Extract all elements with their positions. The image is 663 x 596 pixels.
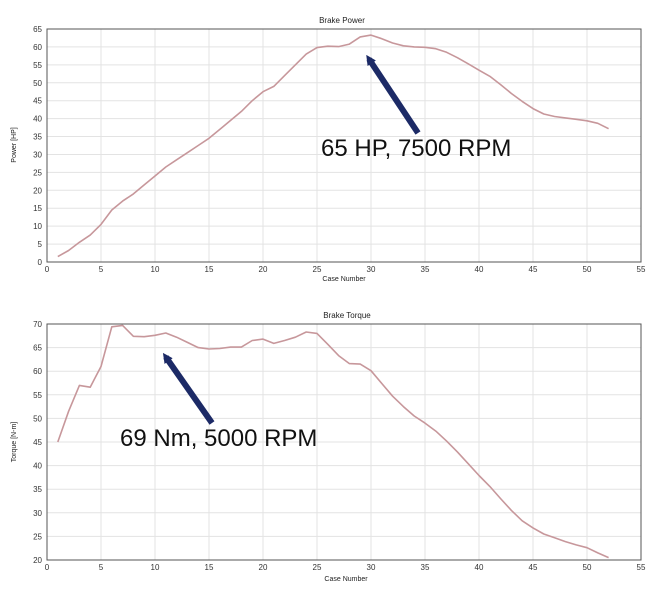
power-x-tick-label: 5 bbox=[99, 265, 104, 274]
power-y-tick-label: 50 bbox=[33, 79, 42, 88]
power-x-tick-label: 0 bbox=[45, 265, 50, 274]
torque-x-tick-label: 0 bbox=[45, 563, 50, 572]
torque-y-axis-label: Torque [N-m] bbox=[11, 422, 18, 463]
power-annotation-label: 65 HP, 7500 RPM bbox=[321, 135, 511, 162]
power-x-tick-label: 15 bbox=[205, 265, 214, 274]
torque-chart-title: Brake Torque bbox=[323, 311, 371, 320]
power-y-tick-label: 35 bbox=[33, 133, 42, 142]
power-plot-frame bbox=[46, 28, 642, 263]
torque-y-tick-label: 40 bbox=[33, 462, 42, 471]
torque-x-tick-label: 15 bbox=[205, 563, 214, 572]
power-x-tick-label: 30 bbox=[367, 265, 376, 274]
power-x-tick-label: 40 bbox=[475, 265, 484, 274]
torque-annotation-arrow bbox=[162, 352, 215, 425]
power-y-tick-label: 55 bbox=[33, 61, 42, 70]
torque-y-tick-label: 55 bbox=[33, 391, 42, 400]
torque-x-tick-label: 30 bbox=[367, 563, 376, 572]
power-y-tick-label: 5 bbox=[38, 240, 43, 249]
torque-x-axis-label: Case Number bbox=[324, 576, 368, 583]
power-y-tick-label: 20 bbox=[33, 186, 42, 195]
torque-x-tick-label: 25 bbox=[313, 563, 322, 572]
torque-x-tick-label: 50 bbox=[583, 563, 592, 572]
torque-x-tick-label: 45 bbox=[529, 563, 538, 572]
power-y-tick-label: 15 bbox=[33, 204, 42, 213]
torque-x-tick-label: 20 bbox=[259, 563, 268, 572]
torque-y-tick-label: 45 bbox=[33, 438, 42, 447]
power-x-tick-label: 20 bbox=[259, 265, 268, 274]
torque-chart: Brake Torque 0 5 10 15 20 25 30 35 40 45 50 55 20 25… bbox=[11, 311, 646, 583]
power-annotation-arrow bbox=[366, 54, 421, 135]
power-x-tick-label: 35 bbox=[421, 265, 430, 274]
torque-y-tick-label: 20 bbox=[33, 556, 42, 565]
torque-y-tick-label: 30 bbox=[33, 509, 42, 518]
torque-y-tick-label: 50 bbox=[33, 414, 42, 423]
torque-y-tick-label: 35 bbox=[33, 485, 42, 494]
torque-x-tick-label: 40 bbox=[475, 563, 484, 572]
power-y-tick-label: 45 bbox=[33, 97, 42, 106]
torque-x-tick-label: 55 bbox=[637, 563, 646, 572]
power-y-tick-label: 10 bbox=[33, 222, 42, 231]
power-y-tick-label: 40 bbox=[33, 115, 42, 124]
power-chart-title: Brake Power bbox=[319, 16, 365, 25]
power-y-ticks: 0 5 10 15 20 25 30 35 40 45 50 55 60 65 bbox=[33, 25, 42, 267]
power-x-tick-label: 50 bbox=[583, 265, 592, 274]
power-chart: Brake Power 0 5 10 15 20 25 30 35 40 45 50 55 0 5 10 1… bbox=[11, 16, 646, 283]
torque-x-tick-label: 35 bbox=[421, 563, 430, 572]
power-series-line bbox=[57, 34, 609, 258]
torque-series-line bbox=[57, 324, 609, 559]
torque-y-tick-label: 65 bbox=[33, 344, 42, 353]
power-y-tick-label: 25 bbox=[33, 168, 42, 177]
torque-y-ticks: 20 25 30 35 40 45 50 55 60 65 70 bbox=[33, 320, 42, 565]
power-x-tick-label: 25 bbox=[313, 265, 322, 274]
torque-y-tick-label: 70 bbox=[33, 320, 42, 329]
torque-annotation-label: 69 Nm, 5000 RPM bbox=[120, 425, 317, 452]
torque-x-tick-label: 10 bbox=[151, 563, 160, 572]
power-x-axis-label: Case Number bbox=[322, 276, 366, 283]
torque-y-tick-label: 25 bbox=[33, 532, 42, 541]
power-y-tick-label: 60 bbox=[33, 43, 42, 52]
torque-x-tick-label: 5 bbox=[99, 563, 104, 572]
torque-plot-frame bbox=[46, 323, 642, 561]
power-x-tick-label: 45 bbox=[529, 265, 538, 274]
power-y-tick-label: 65 bbox=[33, 25, 42, 34]
power-y-tick-label: 0 bbox=[38, 258, 43, 267]
power-x-ticks: 0 5 10 15 20 25 30 35 40 45 50 55 bbox=[45, 265, 646, 274]
power-y-axis-label: Power [HP] bbox=[11, 127, 18, 162]
power-x-tick-label: 55 bbox=[637, 265, 646, 274]
power-y-tick-label: 30 bbox=[33, 150, 42, 159]
torque-x-ticks: 0 5 10 15 20 25 30 35 40 45 50 55 bbox=[45, 563, 646, 572]
power-x-tick-label: 10 bbox=[151, 265, 160, 274]
torque-y-tick-label: 60 bbox=[33, 367, 42, 376]
